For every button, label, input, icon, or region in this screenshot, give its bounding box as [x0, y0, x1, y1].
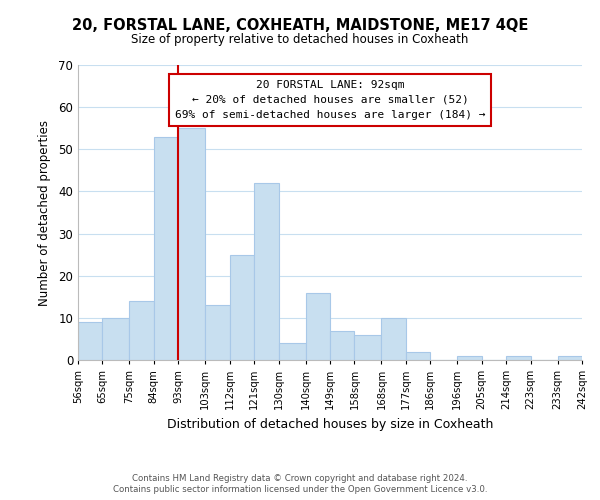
- Y-axis label: Number of detached properties: Number of detached properties: [38, 120, 52, 306]
- Text: Size of property relative to detached houses in Coxheath: Size of property relative to detached ho…: [131, 32, 469, 46]
- Bar: [154, 136, 178, 360]
- Bar: [506, 356, 530, 360]
- Bar: [355, 334, 382, 360]
- Bar: [330, 330, 355, 360]
- Bar: [230, 254, 254, 360]
- Bar: [178, 128, 205, 360]
- Text: 20, FORSTAL LANE, COXHEATH, MAIDSTONE, ME17 4QE: 20, FORSTAL LANE, COXHEATH, MAIDSTONE, M…: [72, 18, 528, 32]
- Bar: [457, 356, 482, 360]
- Bar: [103, 318, 130, 360]
- Bar: [278, 343, 305, 360]
- Bar: [78, 322, 103, 360]
- Bar: [254, 183, 278, 360]
- Bar: [305, 292, 330, 360]
- Text: 20 FORSTAL LANE: 92sqm
← 20% of detached houses are smaller (52)
69% of semi-det: 20 FORSTAL LANE: 92sqm ← 20% of detached…: [175, 80, 485, 120]
- Bar: [382, 318, 406, 360]
- Bar: [406, 352, 430, 360]
- Bar: [557, 356, 582, 360]
- X-axis label: Distribution of detached houses by size in Coxheath: Distribution of detached houses by size …: [167, 418, 493, 430]
- Text: Contains HM Land Registry data © Crown copyright and database right 2024.: Contains HM Land Registry data © Crown c…: [132, 474, 468, 483]
- Text: Contains public sector information licensed under the Open Government Licence v3: Contains public sector information licen…: [113, 485, 487, 494]
- Bar: [130, 301, 154, 360]
- Bar: [205, 305, 230, 360]
